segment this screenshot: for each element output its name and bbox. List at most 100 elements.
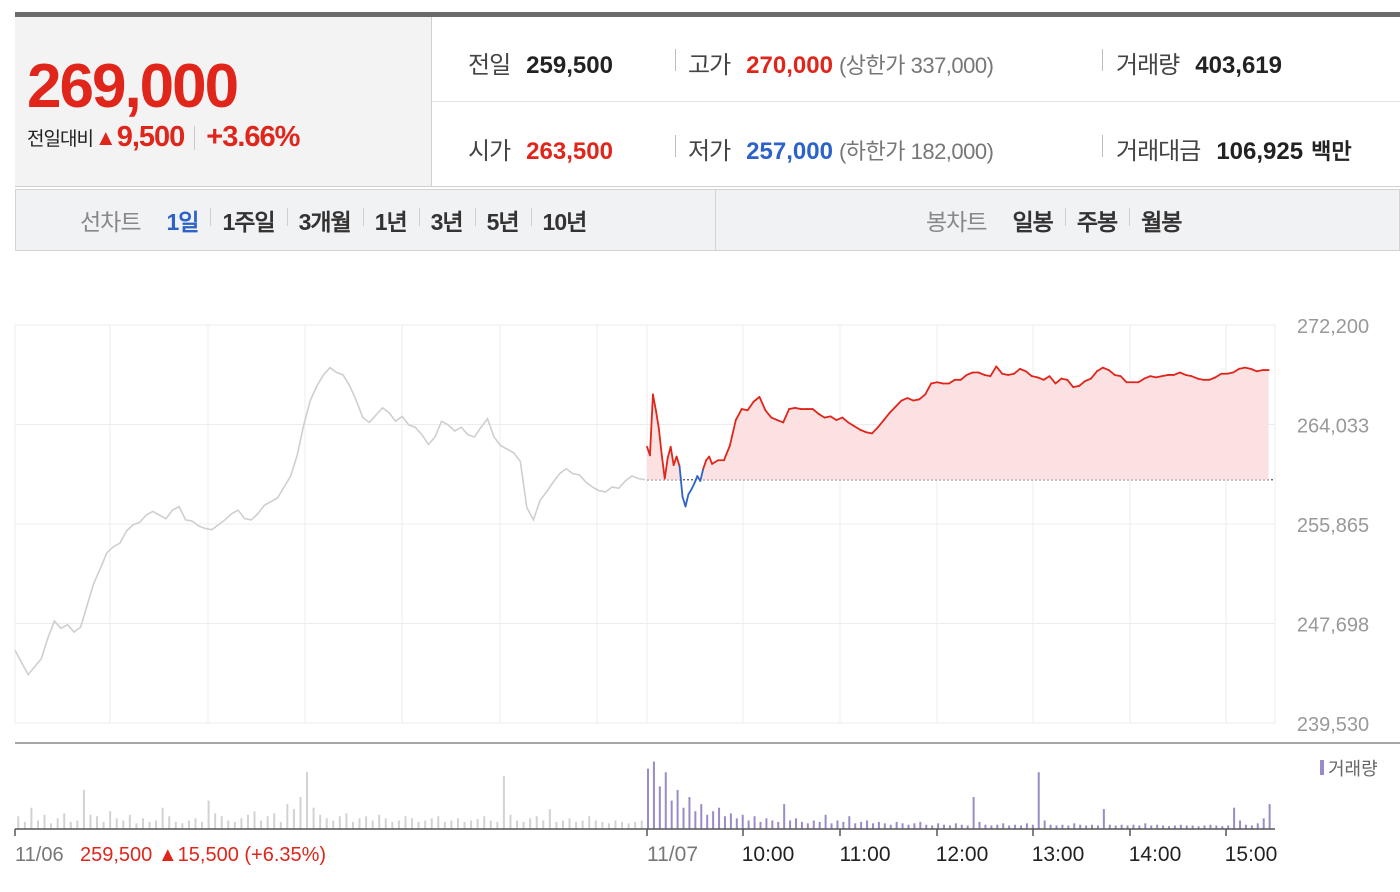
today-price-segment [1190, 375, 1199, 380]
top-accent-bar [15, 12, 1400, 17]
lower-limit: (하한가 182,000) [838, 139, 994, 164]
upper-limit: (상한가 337,000) [838, 53, 994, 78]
today-price-segment [888, 405, 897, 414]
quote-summary: 269,000 전일대비 ▲ 9,500 +3.66% [15, 17, 432, 187]
info-separator [675, 135, 676, 157]
today-price-segment [823, 415, 832, 419]
x-tick-label: 10:00 [742, 843, 795, 866]
today-price-segment [1113, 374, 1122, 378]
tab-candle-weekly[interactable]: 주봉 [1064, 203, 1129, 237]
tab-period-3y[interactable]: 3년 [418, 203, 475, 237]
price-chart: 272,200 264,033 255,865 247,698 239,530 거래량 11… [14, 316, 1400, 866]
today-price-segment [752, 395, 761, 403]
y-tick-label: 255,865 [1297, 515, 1369, 537]
today-price-segment [711, 459, 719, 465]
today-price-segment [675, 455, 681, 468]
today-price-segment [1178, 371, 1187, 376]
tab-candle-daily[interactable]: 일봉 [1012, 209, 1053, 235]
info-unit: 백만 [1311, 139, 1352, 164]
today-price-segment [871, 426, 879, 435]
today-price-segment [1054, 377, 1063, 385]
today-price-segment [1013, 367, 1021, 375]
today-price-segment [734, 408, 743, 421]
today-price-segment [764, 409, 773, 419]
tab-period-1y[interactable]: 1년 [362, 203, 419, 237]
today-price-segment [959, 374, 968, 381]
today-price-segment [948, 378, 956, 385]
info-label: 시가 [468, 138, 511, 165]
today-price-segment [1226, 371, 1235, 375]
today-price-segment [1161, 374, 1169, 378]
info-label: 전일 [468, 52, 511, 79]
tab-period-1w[interactable]: 1주일 [210, 203, 286, 237]
today-price-segment [882, 411, 891, 421]
x-tick-label: 14:00 [1129, 843, 1182, 866]
today-price-segment [788, 406, 796, 410]
prev-day-change: 15,500 (+6.35%) [178, 844, 326, 866]
today-price-segment [1078, 380, 1086, 387]
today-price-segment [708, 455, 714, 465]
today-price-segment [678, 465, 684, 498]
up-triangle-icon: ▲ [94, 124, 117, 150]
chart-tabs: 선차트 1일 1주일 3개월 1년 3년 5년 10년 봉차트 일봉 주봉 월봉 [15, 189, 1400, 251]
today-price-segment [654, 409, 660, 430]
tab-candle-monthly[interactable]: 월봉 [1129, 203, 1193, 237]
info-value: 257,000 [746, 138, 833, 165]
quote-info-grid: 전일 259,500 고가 270,000 (상한가 337,000) 거래량 … [432, 17, 1400, 187]
y-tick-label: 272,200 [1297, 316, 1369, 338]
today-price-segment [1149, 375, 1158, 379]
info-label: 고가 [688, 52, 731, 79]
today-price-segment [1119, 375, 1128, 384]
today-price-segment [906, 397, 915, 402]
info-label: 거래대금 [1116, 138, 1201, 165]
today-price-segment [841, 416, 850, 424]
today-price-segment [829, 415, 838, 421]
info-label: 저가 [688, 138, 731, 165]
today-price-segment [1232, 367, 1240, 374]
today-price-segment [1249, 367, 1258, 373]
tab-period-3m[interactable]: 3개월 [286, 203, 363, 237]
info-value: 106,925 [1216, 138, 1304, 165]
candle-chart-tabs: 봉차트 일봉 주봉 월봉 [926, 190, 1193, 250]
today-price-segment [663, 456, 669, 480]
today-price-segment [652, 393, 657, 412]
today-price-segment [1255, 369, 1264, 373]
tab-period-5y[interactable]: 5년 [474, 203, 531, 237]
today-price-segment [1090, 370, 1098, 380]
info-low: 저가 257,000 (하한가 182,000) [688, 131, 994, 166]
today-price-segment [1244, 366, 1252, 370]
today-price-segment [684, 493, 690, 508]
today-price-segment [669, 445, 675, 466]
info-value: 270,000 [746, 52, 833, 79]
today-price-segment [1024, 370, 1033, 378]
today-price-segment [657, 427, 663, 457]
x-tick-label: 12:00 [936, 843, 989, 866]
today-price-segment [835, 416, 844, 421]
today-price-segment [770, 416, 779, 421]
tab-period-10y[interactable]: 10년 [530, 203, 599, 237]
volume-legend-label: 거래량 [1328, 759, 1378, 779]
today-price-segment [746, 400, 755, 412]
today-price-segment [1036, 376, 1045, 381]
info-volume: 거래량 403,619 [1116, 45, 1282, 80]
candle-chart-label: 봉차트 [926, 209, 987, 235]
today-price-segment [702, 459, 708, 470]
info-value: 259,500 [526, 52, 613, 79]
change-row: 전일대비 ▲ 9,500 +3.66% [27, 121, 300, 154]
prev-day-price-line [14, 366, 646, 677]
today-price-segment [1084, 377, 1092, 382]
today-price-segment [728, 419, 737, 447]
tab-period-1d[interactable]: 1일 [166, 209, 199, 235]
today-price-segment [900, 397, 909, 402]
change-rate: +3.66% [206, 121, 300, 153]
today-price-segment [1143, 375, 1152, 380]
today-price-segment [1048, 375, 1057, 385]
y-tick-label: 264,033 [1297, 416, 1369, 438]
x-tick-label: 13:00 [1032, 843, 1085, 866]
today-price-segment [924, 382, 933, 396]
up-triangle-icon: ▲ [158, 844, 178, 866]
info-value: 263,500 [526, 138, 613, 165]
today-price-segment [758, 395, 767, 412]
today-price-segment [1066, 378, 1075, 389]
today-price-segment [1107, 369, 1116, 376]
